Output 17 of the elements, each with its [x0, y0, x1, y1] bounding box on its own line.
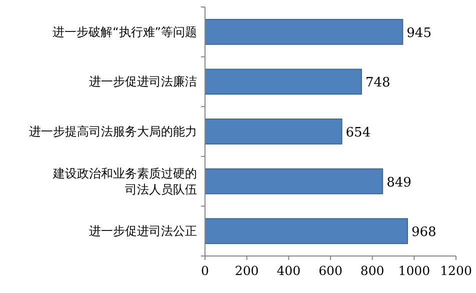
x-tick-label: 600: [318, 263, 342, 278]
x-tick-label: 800: [360, 263, 384, 278]
x-tick-label: 400: [276, 263, 301, 278]
x-tick-label: 1200: [440, 263, 472, 278]
y-tick-label: 进一步促进司法廉洁: [89, 74, 197, 89]
x-tick-label: 200: [234, 263, 259, 278]
data-label: 748: [365, 76, 390, 91]
x-tick-label: 0: [201, 263, 210, 278]
y-tick-label: 进一步提高司法服务大局的能力: [29, 124, 197, 138]
data-label: 654: [346, 126, 371, 140]
y-tick-label: 建设政治和业务素质过硬的司法人员队伍: [52, 166, 197, 196]
data-label: 945: [406, 26, 432, 41]
data-label: 968: [411, 225, 436, 240]
y-tick-label: 进一步促进司法公正: [89, 224, 197, 238]
y-tick-label: 进一步破解“执行难”等问题: [52, 24, 197, 39]
data-label: 849: [386, 175, 412, 190]
x-tick-label: 1000: [398, 263, 430, 278]
